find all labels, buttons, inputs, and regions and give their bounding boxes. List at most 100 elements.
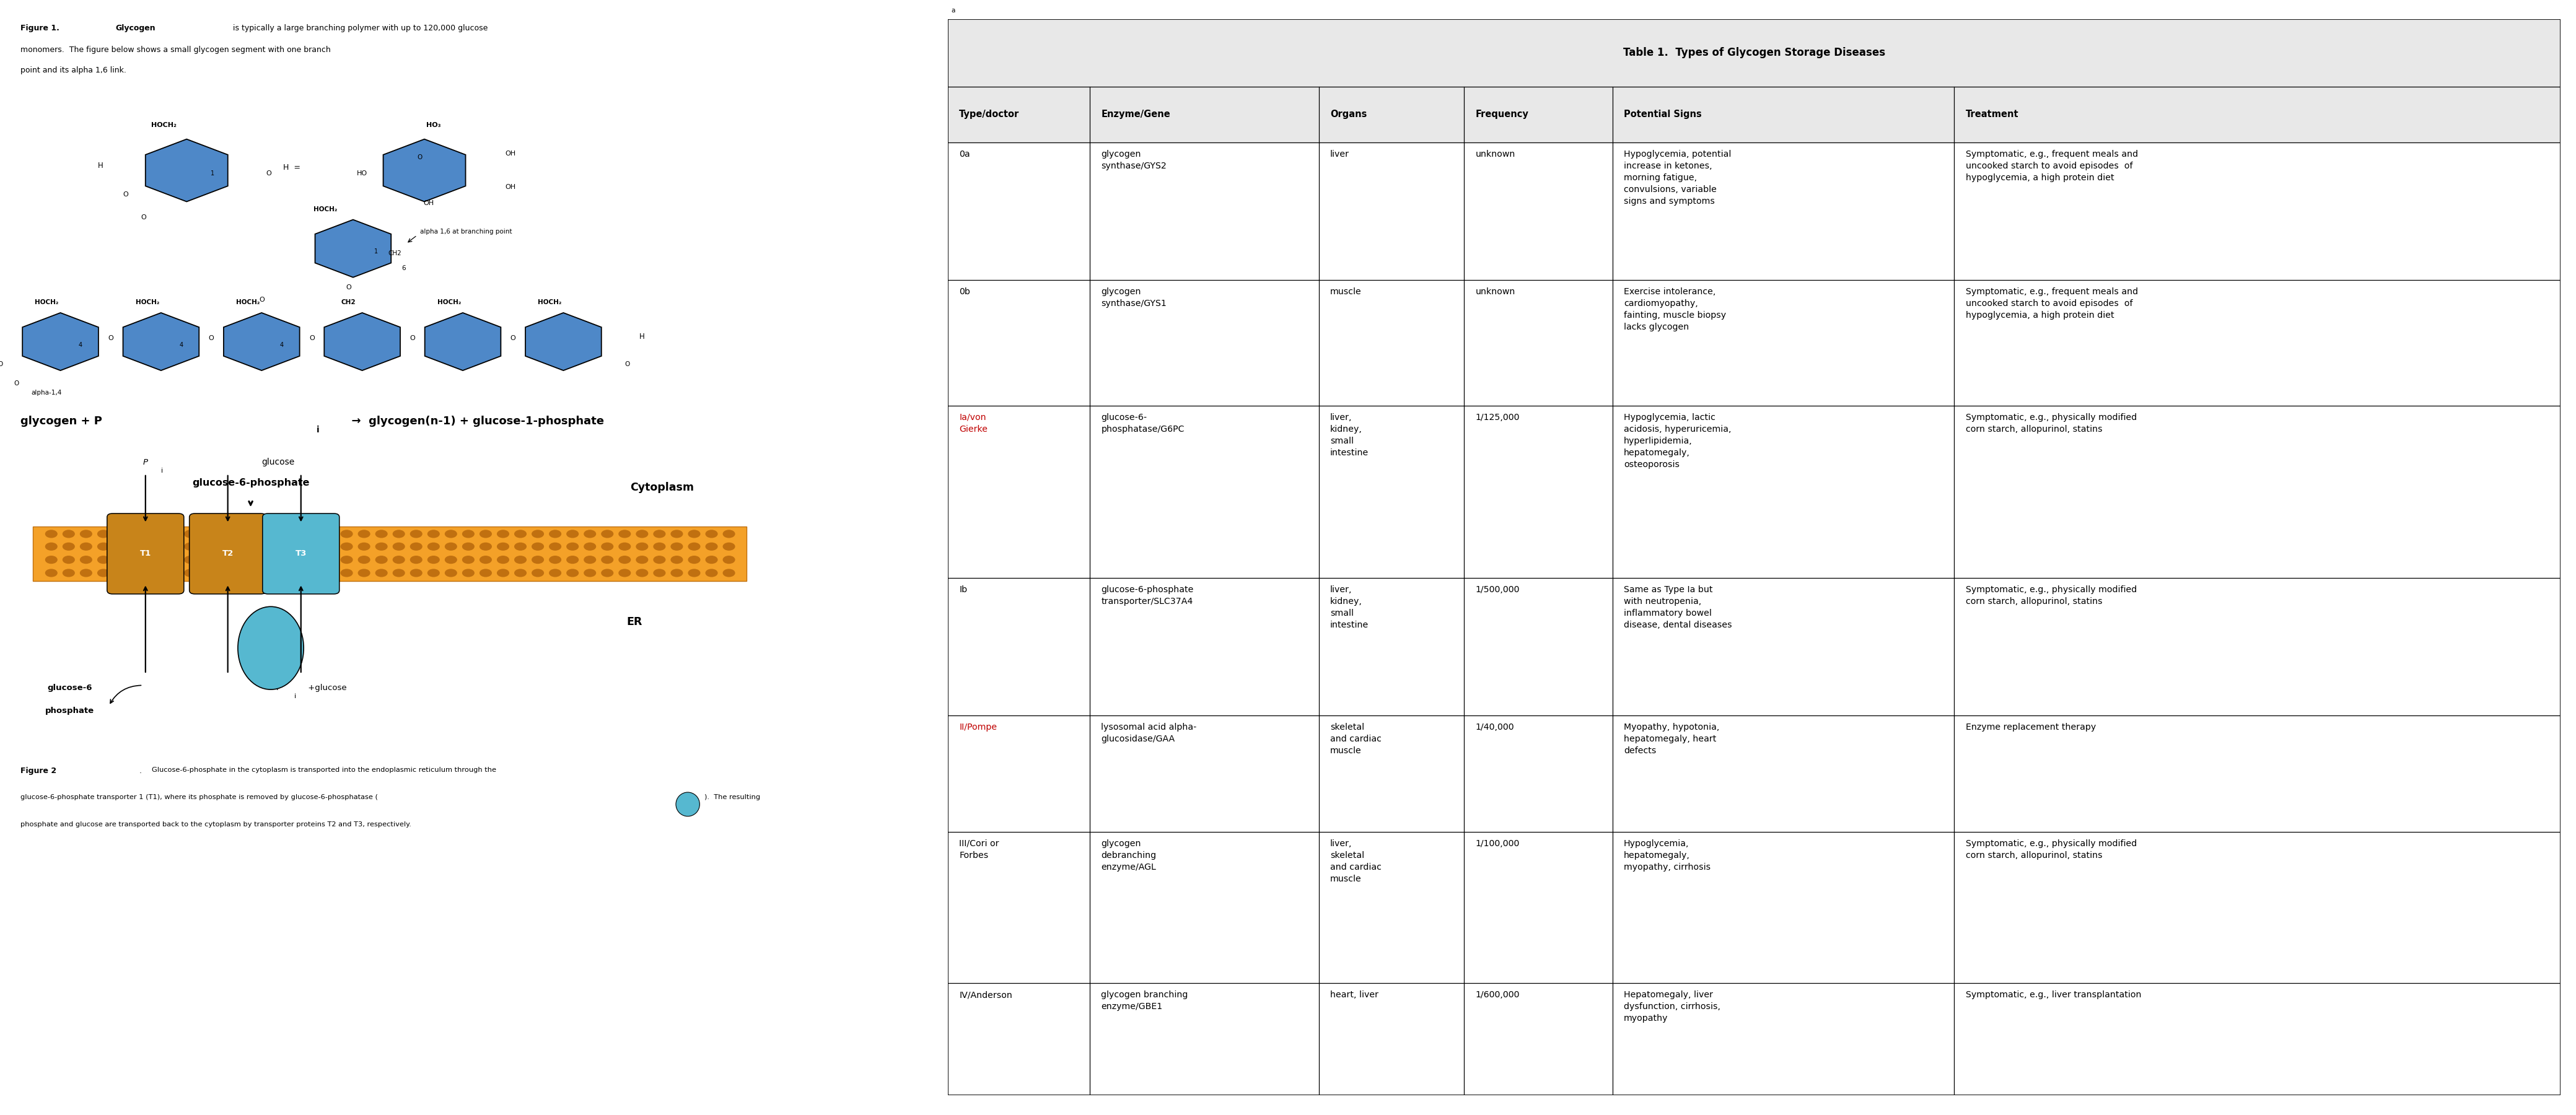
Circle shape <box>618 555 631 564</box>
Text: liver,
skeletal
and cardiac
muscle: liver, skeletal and cardiac muscle <box>1329 840 1381 883</box>
Text: 6: 6 <box>402 265 404 271</box>
Text: Symptomatic, e.g., frequent meals and
uncooked starch to avoid episodes  of
hypo: Symptomatic, e.g., frequent meals and un… <box>1965 149 2138 182</box>
Text: liver,
kidney,
small
intestine: liver, kidney, small intestine <box>1329 413 1368 457</box>
Circle shape <box>549 542 562 551</box>
Text: 1/125,000: 1/125,000 <box>1476 413 1520 421</box>
Circle shape <box>670 569 683 578</box>
Text: unknown: unknown <box>1476 149 1515 158</box>
Circle shape <box>98 555 111 564</box>
Circle shape <box>376 555 386 564</box>
Circle shape <box>358 530 371 537</box>
Circle shape <box>670 530 683 537</box>
Circle shape <box>410 555 422 564</box>
Circle shape <box>98 530 111 537</box>
Text: Organs: Organs <box>1329 109 1368 119</box>
Circle shape <box>531 569 544 578</box>
Circle shape <box>167 555 180 564</box>
Text: glucose: glucose <box>263 458 294 466</box>
Circle shape <box>654 530 665 537</box>
Circle shape <box>497 569 510 578</box>
Circle shape <box>706 569 719 578</box>
Polygon shape <box>23 313 98 370</box>
Circle shape <box>461 569 474 578</box>
Text: Exercise intolerance,
cardiomyopathy,
fainting, muscle biopsy
lacks glycogen: Exercise intolerance, cardiomyopathy, fa… <box>1623 288 1726 331</box>
Circle shape <box>567 569 580 578</box>
Circle shape <box>80 555 93 564</box>
Circle shape <box>549 569 562 578</box>
Circle shape <box>252 569 265 578</box>
Text: Hypoglycemia,
hepatomegaly,
myopathy, cirrhosis: Hypoglycemia, hepatomegaly, myopathy, ci… <box>1623 840 1710 872</box>
Text: 1/600,000: 1/600,000 <box>1476 990 1520 999</box>
Circle shape <box>428 555 440 564</box>
Circle shape <box>149 542 162 551</box>
Text: glycogen
synthase/GYS2: glycogen synthase/GYS2 <box>1100 149 1167 171</box>
Text: Table 1.  Types of Glycogen Storage Diseases: Table 1. Types of Glycogen Storage Disea… <box>1623 47 1886 58</box>
Polygon shape <box>144 139 227 202</box>
Circle shape <box>252 530 265 537</box>
Text: lysosomal acid alpha-
glucosidase/GAA: lysosomal acid alpha- glucosidase/GAA <box>1100 723 1198 744</box>
Circle shape <box>688 555 701 564</box>
Text: Figure 1.: Figure 1. <box>21 25 59 32</box>
Text: HO: HO <box>358 171 368 176</box>
Text: 1/100,000: 1/100,000 <box>1476 840 1520 849</box>
Text: Ib: Ib <box>958 585 969 594</box>
Circle shape <box>654 555 665 564</box>
Text: IV/Anderson: IV/Anderson <box>958 990 1012 999</box>
Circle shape <box>428 542 440 551</box>
Text: Hypoglycemia, potential
increase in ketones,
morning fatigue,
convulsions, varia: Hypoglycemia, potential increase in keto… <box>1623 149 1731 205</box>
Circle shape <box>80 530 93 537</box>
Circle shape <box>670 555 683 564</box>
Text: alpha 1,6 at branching point: alpha 1,6 at branching point <box>420 229 513 235</box>
Circle shape <box>706 530 719 537</box>
Circle shape <box>201 555 214 564</box>
Circle shape <box>270 555 283 564</box>
Circle shape <box>307 530 317 537</box>
Text: O: O <box>265 171 270 176</box>
Circle shape <box>131 555 144 564</box>
Text: O: O <box>108 334 113 341</box>
Circle shape <box>340 530 353 537</box>
Text: 4: 4 <box>180 342 183 348</box>
Circle shape <box>237 530 250 537</box>
Polygon shape <box>314 220 392 278</box>
Circle shape <box>219 555 232 564</box>
Text: H  =: H = <box>283 164 301 172</box>
Text: 1/500,000: 1/500,000 <box>1476 585 1520 594</box>
Circle shape <box>567 555 580 564</box>
Text: Hepatomegaly, liver
dysfunction, cirrhosis,
myopathy: Hepatomegaly, liver dysfunction, cirrhos… <box>1623 990 1721 1022</box>
Text: T1: T1 <box>139 550 152 558</box>
Text: III/Cori or
Forbes: III/Cori or Forbes <box>958 840 999 860</box>
Text: HO₃: HO₃ <box>425 123 440 128</box>
Text: Symptomatic, e.g., physically modified
corn starch, allopurinol, statins: Symptomatic, e.g., physically modified c… <box>1965 840 2136 860</box>
Circle shape <box>446 569 456 578</box>
Circle shape <box>567 530 580 537</box>
Circle shape <box>392 542 404 551</box>
Circle shape <box>270 530 283 537</box>
Ellipse shape <box>237 607 304 689</box>
Circle shape <box>515 569 526 578</box>
Circle shape <box>98 542 111 551</box>
Text: HOCH₂: HOCH₂ <box>438 299 461 306</box>
Text: is typically a large branching polymer with up to 120,000 glucose: is typically a large branching polymer w… <box>229 25 487 32</box>
Circle shape <box>585 542 595 551</box>
Circle shape <box>585 555 595 564</box>
Text: Enzyme/Gene: Enzyme/Gene <box>1100 109 1170 119</box>
Circle shape <box>497 542 510 551</box>
FancyBboxPatch shape <box>108 514 183 594</box>
Text: glycogen
debranching
enzyme/AGL: glycogen debranching enzyme/AGL <box>1100 840 1157 872</box>
Circle shape <box>149 569 162 578</box>
Text: 1: 1 <box>374 249 379 254</box>
Circle shape <box>252 542 265 551</box>
Circle shape <box>636 555 649 564</box>
Text: 1: 1 <box>211 171 214 176</box>
Circle shape <box>428 569 440 578</box>
Circle shape <box>446 530 456 537</box>
Text: O: O <box>345 284 350 291</box>
Text: O: O <box>124 192 129 197</box>
Text: O: O <box>142 214 147 221</box>
Text: T3: T3 <box>296 550 307 558</box>
Text: muscle: muscle <box>1329 288 1363 295</box>
Circle shape <box>183 569 196 578</box>
Circle shape <box>201 542 214 551</box>
Text: skeletal
and cardiac
muscle: skeletal and cardiac muscle <box>1329 723 1381 755</box>
